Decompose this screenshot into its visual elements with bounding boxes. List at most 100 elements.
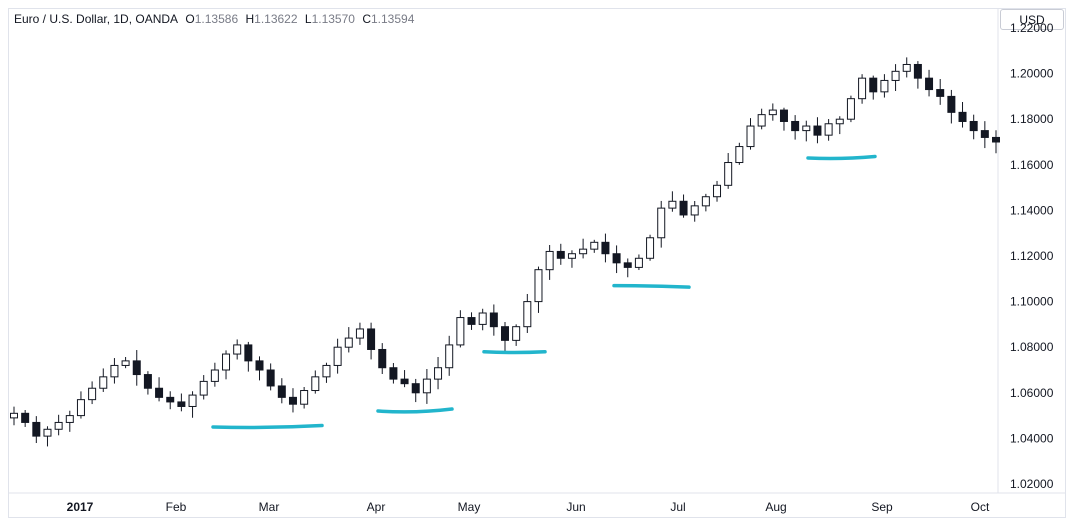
candle-body [980, 130, 989, 138]
candle-body [65, 415, 74, 423]
candle [288, 388, 297, 413]
candle-body [188, 394, 197, 407]
time-axis[interactable]: 2017 Feb Mar Apr May Jun Jul Aug Sep Oct [9, 492, 1065, 514]
x-tick-label: Oct [971, 500, 990, 514]
candle [445, 335, 454, 376]
candle [233, 339, 242, 360]
candle [992, 130, 1000, 154]
candle-body [791, 120, 800, 132]
candle [512, 324, 521, 346]
candle-body [724, 162, 733, 186]
candle-body [210, 369, 219, 382]
support-line-annotation [482, 350, 547, 355]
candle-body [969, 120, 978, 132]
candle-body [367, 328, 376, 350]
candle-body [378, 348, 387, 369]
candle-body [713, 184, 722, 198]
low-label: L [304, 12, 312, 26]
y-tick-label: 1.06000 [1010, 386, 1054, 400]
candle [244, 341, 253, 372]
candle-body [858, 77, 867, 100]
candle [858, 74, 867, 104]
candle [355, 322, 364, 345]
support-line-annotation [376, 407, 454, 414]
candle [155, 377, 164, 402]
candle-body [222, 353, 231, 371]
candle [556, 243, 565, 265]
currency-button[interactable]: USD [1000, 9, 1064, 30]
candle [121, 356, 130, 369]
candle-body [902, 63, 911, 72]
symbol-title: Euro / U.S. Dollar, 1D, OANDA [14, 12, 179, 26]
open-label: O [185, 12, 195, 26]
candle [958, 102, 967, 128]
candle [255, 356, 264, 381]
candle-body [802, 125, 811, 132]
candle-body [690, 205, 699, 216]
candle-body [99, 376, 108, 389]
x-tick-label: Feb [166, 500, 187, 514]
candle [199, 375, 208, 400]
candle [835, 116, 844, 135]
candle [802, 120, 811, 142]
candle [400, 370, 409, 388]
candle [54, 414, 63, 436]
candle [266, 363, 275, 391]
candle-body [121, 360, 130, 366]
candle [679, 194, 688, 218]
candle [902, 57, 911, 78]
candle-body [76, 399, 85, 417]
candle-body [389, 367, 398, 380]
candle [634, 254, 643, 271]
y-tick-label: 1.14000 [1010, 203, 1054, 217]
y-tick-label: 1.18000 [1010, 112, 1054, 126]
candle [478, 308, 487, 331]
candle-body [233, 344, 242, 355]
price-axis[interactable]: 1.02000 1.04000 1.06000 1.08000 1.10000 1.120… [997, 9, 1054, 493]
candle [277, 378, 286, 404]
candle-body [344, 337, 353, 348]
candle-body [958, 111, 967, 122]
candle-body [288, 396, 297, 405]
candle [177, 393, 186, 412]
candle-body [623, 262, 632, 268]
y-tick-label: 1.22000 [1010, 21, 1054, 35]
x-tick-label: 2017 [67, 500, 94, 514]
candle-body [478, 312, 487, 325]
x-tick-label: Apr [367, 500, 386, 514]
candle-body [701, 196, 710, 207]
candle [88, 381, 97, 405]
candle [467, 312, 476, 330]
x-tick-label: Jul [670, 500, 685, 514]
candle [99, 368, 108, 392]
candle-body [735, 146, 744, 164]
low-value: 1.13570 [311, 12, 355, 26]
support-line-annotation [211, 423, 324, 430]
candle-body [10, 412, 18, 419]
candle-body [32, 421, 41, 437]
candle [65, 410, 74, 432]
candle [311, 370, 320, 394]
candle [925, 69, 934, 97]
candle-body [813, 125, 822, 136]
candle-body [590, 241, 599, 250]
candle [668, 191, 677, 212]
close-label: C [362, 12, 371, 26]
candle-body [779, 109, 788, 122]
candle [411, 378, 420, 403]
close-value: 1.13594 [370, 12, 415, 26]
candle [846, 95, 855, 123]
candle [300, 386, 309, 409]
candle-body [266, 369, 275, 387]
candle-body [679, 200, 688, 216]
candle [143, 371, 152, 395]
candle-body [925, 77, 934, 91]
candle [880, 74, 889, 98]
candle-body [913, 63, 922, 79]
candle [735, 142, 744, 165]
candle-body [244, 344, 253, 362]
candle-body [177, 401, 186, 407]
candle [76, 391, 85, 419]
candle [813, 117, 822, 144]
candle [489, 304, 498, 336]
